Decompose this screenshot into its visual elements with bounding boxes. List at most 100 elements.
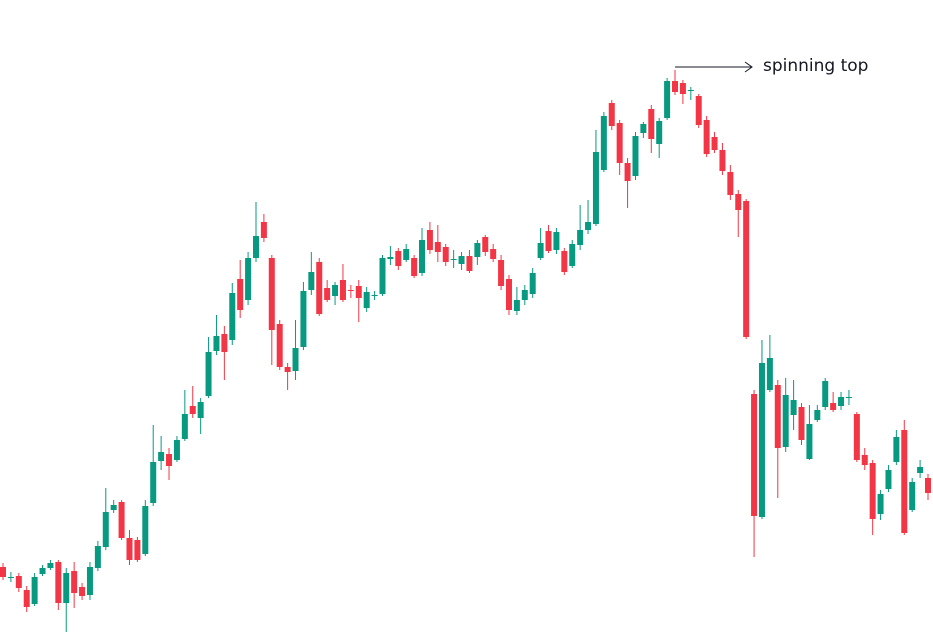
body: [711, 137, 718, 150]
body: [901, 430, 908, 533]
body: [434, 242, 441, 252]
body: [790, 400, 797, 415]
body: [39, 568, 46, 574]
body: [600, 116, 607, 170]
body: [213, 336, 220, 351]
body: [553, 232, 560, 250]
body: [758, 363, 765, 517]
body: [173, 440, 180, 460]
body: [822, 381, 829, 407]
body: [561, 251, 568, 272]
body: [426, 230, 433, 250]
body: [608, 103, 615, 126]
body: [909, 482, 916, 510]
body: [679, 83, 686, 94]
body: [181, 414, 188, 439]
body: [363, 292, 370, 308]
body: [79, 587, 86, 596]
body: [142, 506, 149, 554]
body: [55, 562, 62, 603]
body: [118, 502, 125, 538]
candles: [0, 70, 931, 632]
body: [158, 452, 165, 461]
body: [703, 120, 710, 154]
body: [830, 403, 837, 410]
body: [134, 540, 141, 560]
body: [379, 258, 386, 294]
body: [205, 352, 212, 396]
body: [15, 576, 22, 588]
body: [411, 258, 418, 276]
body: [798, 407, 805, 440]
body: [521, 290, 528, 300]
body: [395, 251, 402, 266]
body: [727, 172, 734, 195]
body: [490, 249, 497, 259]
body: [751, 394, 758, 516]
body: [371, 295, 378, 296]
body: [814, 410, 821, 420]
body: [166, 454, 173, 466]
body: [869, 463, 876, 519]
body: [245, 258, 252, 300]
body: [150, 462, 157, 503]
body: [347, 290, 354, 291]
body: [695, 96, 702, 125]
body: [774, 385, 781, 448]
body: [237, 279, 244, 310]
body: [845, 397, 852, 398]
body: [260, 222, 267, 238]
body: [861, 455, 868, 465]
body: [466, 256, 473, 271]
body: [339, 280, 346, 300]
body: [403, 249, 410, 260]
body: [23, 590, 30, 607]
body: [31, 577, 38, 604]
annotation-arrow: [675, 61, 753, 73]
body: [276, 324, 283, 367]
body: [743, 201, 750, 337]
body: [853, 414, 860, 460]
annotation-group: spinning top: [675, 56, 868, 76]
body: [324, 288, 331, 300]
body: [766, 358, 773, 390]
body: [537, 243, 544, 258]
body: [268, 258, 275, 330]
body: [505, 279, 512, 310]
body: [458, 256, 465, 264]
body: [592, 152, 599, 224]
body: [664, 81, 671, 118]
body: [735, 194, 742, 210]
body: [63, 573, 70, 603]
body: [498, 260, 505, 286]
body: [197, 402, 204, 418]
annotation-text: spinning top: [763, 56, 868, 76]
body: [656, 121, 663, 144]
body: [355, 286, 362, 298]
body: [687, 90, 694, 91]
body: [877, 494, 884, 514]
body: [545, 231, 552, 251]
body: [94, 546, 101, 568]
body: [252, 236, 259, 258]
body: [442, 247, 449, 262]
body: [292, 348, 299, 371]
body: [126, 538, 133, 560]
body: [316, 262, 323, 314]
body: [110, 505, 117, 510]
body: [387, 257, 394, 259]
body: [450, 259, 457, 260]
body: [719, 150, 726, 171]
body: [189, 406, 196, 414]
body: [624, 163, 631, 181]
body: [102, 512, 109, 547]
body: [838, 397, 845, 406]
body: [585, 222, 592, 230]
body: [648, 109, 655, 139]
body: [569, 244, 576, 266]
body: [47, 563, 54, 568]
body: [474, 243, 481, 257]
